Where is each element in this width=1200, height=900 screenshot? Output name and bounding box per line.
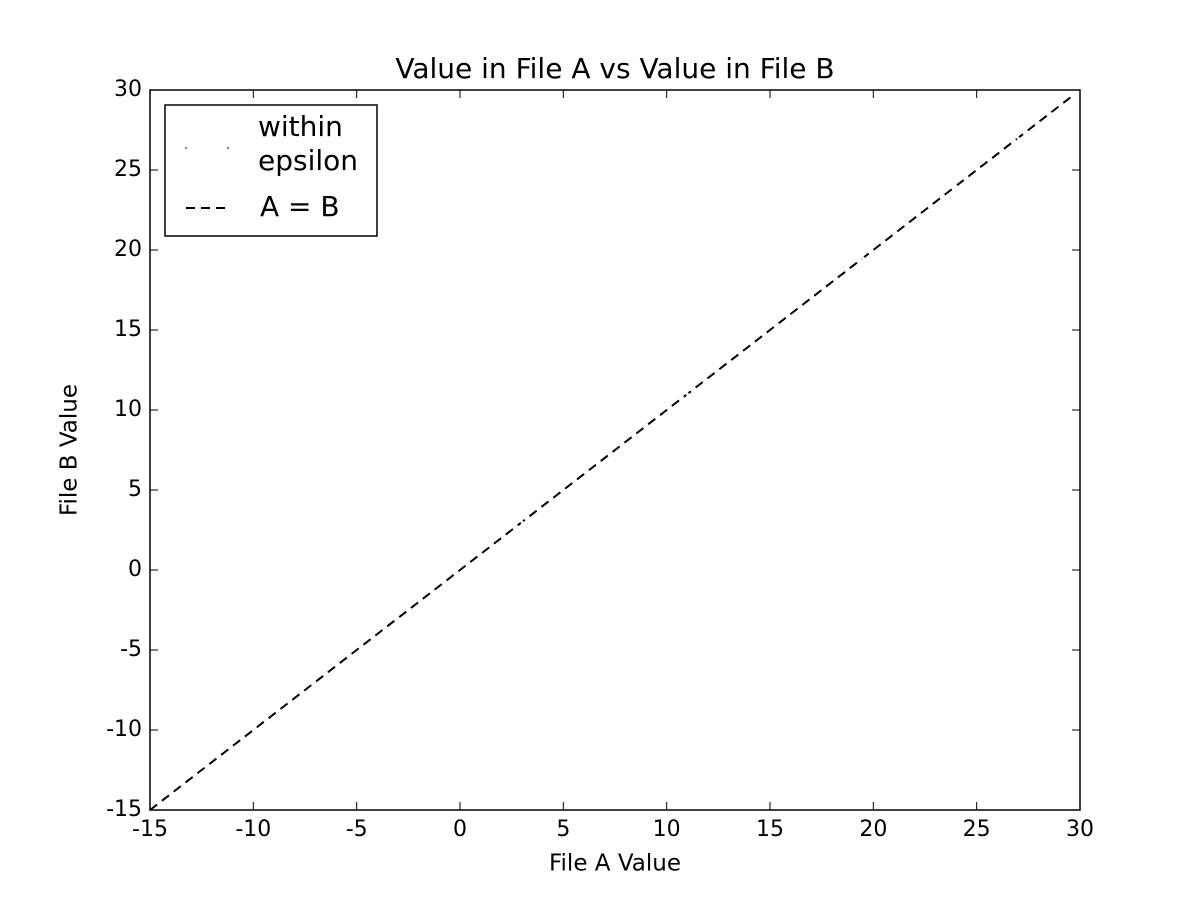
- legend-marker: [226, 146, 230, 150]
- legend-marker: [184, 146, 188, 150]
- scatter-point: [1016, 136, 1020, 140]
- y-axis-label: File B Value: [57, 384, 83, 516]
- scatter-point: [685, 392, 689, 396]
- legend-entry: within epsilon: [258, 110, 359, 177]
- y-tick-label: 0: [128, 557, 142, 582]
- scatter-point: [520, 520, 524, 524]
- y-tick-label: 20: [114, 237, 142, 262]
- x-tick-label: 5: [556, 817, 570, 842]
- y-tick-label: 30: [114, 77, 142, 102]
- y-tick-label: 10: [114, 397, 142, 422]
- x-tick-label: 10: [653, 817, 681, 842]
- x-tick-label: -10: [235, 817, 271, 842]
- x-tick-label: 25: [963, 817, 991, 842]
- chart-title: Value in File A vs Value in File B: [395, 52, 834, 85]
- legend-label: A = B: [260, 190, 340, 223]
- x-tick-label: -15: [132, 817, 168, 842]
- y-tick-label: -15: [106, 797, 142, 822]
- x-tick-label: 0: [453, 817, 467, 842]
- scatter-point: [479, 552, 483, 556]
- y-tick-label: -10: [106, 717, 142, 742]
- scatter-point: [396, 616, 400, 620]
- scatter-point: [861, 256, 865, 260]
- plot-frame: [149, 89, 1081, 811]
- legend-label: within epsilon: [258, 110, 359, 177]
- x-tick-label: 30: [1066, 817, 1094, 842]
- y-tick-label: 5: [128, 477, 142, 502]
- x-tick-label: -5: [346, 817, 368, 842]
- x-tick-label: 20: [859, 817, 887, 842]
- x-tick-label: 15: [756, 817, 784, 842]
- scatter-point: [954, 184, 958, 188]
- x-axis-label: File A Value: [549, 851, 681, 877]
- y-tick-label: 15: [114, 317, 142, 342]
- y-tick-label: 25: [114, 157, 142, 182]
- y-tick-label: -5: [120, 637, 142, 662]
- legend-box: [164, 104, 378, 237]
